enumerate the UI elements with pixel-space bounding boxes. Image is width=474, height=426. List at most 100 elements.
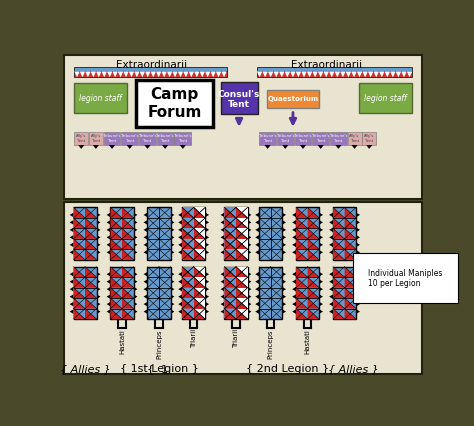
Bar	[194, 228, 205, 239]
Polygon shape	[74, 72, 80, 77]
Bar	[236, 288, 247, 298]
Text: Tribune's
Tent: Tribune's Tent	[259, 134, 276, 143]
Bar	[257, 72, 412, 77]
Polygon shape	[171, 242, 174, 247]
Bar	[333, 249, 345, 260]
Polygon shape	[85, 207, 97, 218]
Polygon shape	[255, 213, 259, 217]
Bar	[271, 218, 282, 228]
Bar	[89, 132, 103, 145]
Text: { 1st Legion }: { 1st Legion }	[119, 364, 199, 374]
Polygon shape	[107, 302, 110, 306]
Polygon shape	[182, 277, 194, 288]
Bar	[194, 249, 205, 260]
Bar	[136, 81, 213, 127]
Polygon shape	[362, 72, 368, 77]
Polygon shape	[384, 72, 390, 77]
Polygon shape	[178, 309, 182, 314]
Bar	[110, 298, 122, 308]
Polygon shape	[319, 287, 323, 291]
Polygon shape	[107, 294, 110, 299]
Text: Hastati: Hastati	[305, 329, 310, 354]
Polygon shape	[134, 272, 137, 276]
Polygon shape	[236, 239, 247, 249]
Text: { 2nd Legion }: { 2nd Legion }	[246, 364, 329, 374]
Polygon shape	[70, 309, 73, 314]
Bar	[147, 298, 159, 308]
Bar	[110, 218, 122, 228]
Polygon shape	[173, 72, 178, 77]
Bar	[110, 288, 122, 298]
Polygon shape	[134, 213, 137, 217]
Bar	[308, 288, 319, 298]
Polygon shape	[345, 228, 356, 239]
Polygon shape	[85, 308, 97, 319]
Bar	[271, 277, 282, 288]
Bar	[225, 228, 236, 239]
Polygon shape	[282, 227, 286, 232]
Polygon shape	[220, 287, 225, 291]
Bar	[85, 298, 97, 308]
Bar	[333, 267, 345, 277]
Polygon shape	[335, 145, 341, 149]
Polygon shape	[144, 272, 147, 276]
Polygon shape	[178, 235, 182, 240]
Polygon shape	[345, 288, 356, 298]
Polygon shape	[162, 72, 167, 77]
Polygon shape	[182, 207, 194, 218]
Polygon shape	[134, 220, 137, 225]
Polygon shape	[85, 298, 97, 308]
Bar	[110, 239, 122, 249]
Polygon shape	[308, 288, 319, 298]
Polygon shape	[282, 287, 286, 291]
Text: Ally's
Tent: Ally's Tent	[364, 134, 374, 143]
Polygon shape	[171, 250, 174, 255]
Polygon shape	[73, 249, 85, 260]
Polygon shape	[110, 298, 122, 308]
Polygon shape	[70, 294, 73, 299]
Polygon shape	[194, 277, 205, 288]
Polygon shape	[145, 72, 151, 77]
Polygon shape	[247, 279, 251, 284]
Polygon shape	[282, 302, 286, 306]
Polygon shape	[210, 72, 216, 77]
Polygon shape	[178, 294, 182, 299]
Polygon shape	[319, 227, 323, 232]
Bar	[182, 288, 194, 298]
Polygon shape	[247, 220, 251, 225]
Polygon shape	[144, 242, 147, 247]
Bar	[147, 249, 159, 260]
Polygon shape	[182, 249, 194, 260]
Polygon shape	[134, 279, 137, 284]
Polygon shape	[329, 220, 333, 225]
Polygon shape	[292, 287, 296, 291]
Bar	[271, 298, 282, 308]
Polygon shape	[319, 242, 323, 247]
Polygon shape	[205, 242, 209, 247]
Polygon shape	[182, 308, 194, 319]
Bar	[345, 218, 356, 228]
Polygon shape	[255, 227, 259, 232]
Bar	[147, 218, 159, 228]
Polygon shape	[225, 277, 236, 288]
Polygon shape	[134, 287, 137, 291]
Polygon shape	[182, 239, 194, 249]
Bar	[73, 298, 85, 308]
Polygon shape	[70, 220, 73, 225]
Text: Tribune's
Tent: Tribune's Tent	[312, 134, 329, 143]
Text: Hastati: Hastati	[119, 329, 125, 354]
Polygon shape	[73, 277, 85, 288]
Polygon shape	[109, 145, 115, 149]
Polygon shape	[216, 72, 221, 77]
Text: Ally's
Tent: Ally's Tent	[91, 134, 101, 143]
Polygon shape	[205, 250, 209, 255]
Polygon shape	[356, 302, 360, 306]
Polygon shape	[134, 250, 137, 255]
Polygon shape	[407, 72, 412, 77]
Polygon shape	[171, 279, 174, 284]
Bar	[236, 228, 247, 239]
Polygon shape	[282, 145, 288, 149]
Polygon shape	[70, 250, 73, 255]
Text: legion staff: legion staff	[79, 94, 122, 103]
Polygon shape	[296, 308, 308, 319]
